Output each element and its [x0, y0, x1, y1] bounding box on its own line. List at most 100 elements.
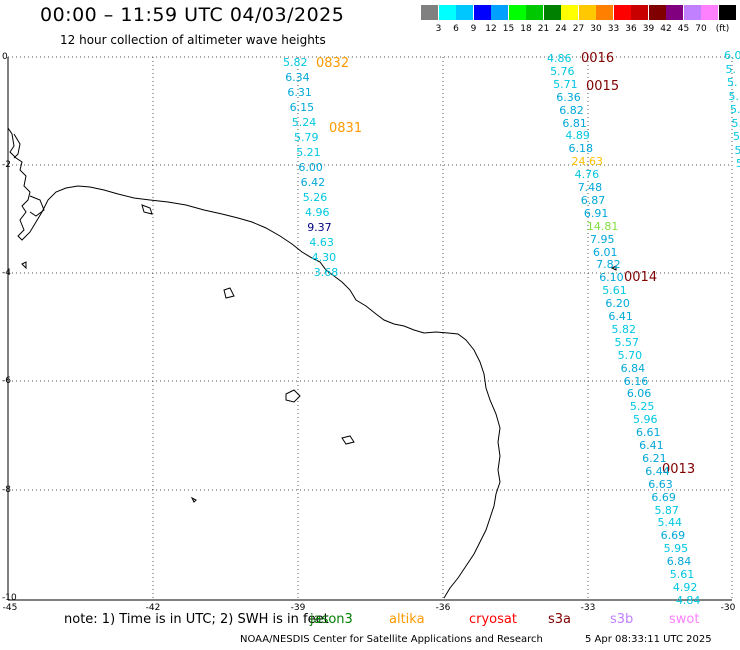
swh-label-east-track: 5.71 — [553, 77, 578, 91]
swh-label-east-track: 6.21 — [642, 451, 667, 465]
swh-label-edge-track: 5. — [725, 62, 737, 76]
swh-label-edge-track: 6.0 — [724, 49, 740, 62]
lat-tick-m2: -2 — [2, 160, 11, 170]
swh-label-edge-track: 5. — [731, 116, 740, 130]
lat-tick-m8: -8 — [2, 485, 11, 495]
legend-label: 6 — [453, 24, 459, 34]
legend-label: 24 — [555, 24, 567, 34]
swh-label-edge-track: 5. — [728, 89, 740, 103]
swh-label-east-track: 4.92 — [672, 580, 698, 594]
swh-label-edge-track: 5. — [734, 143, 740, 157]
legend-swatch — [631, 5, 648, 20]
swh-label-east-track: 6.84 — [620, 361, 646, 375]
swh-label-east-track: 6.36 — [556, 90, 581, 104]
legend-swatch — [666, 5, 683, 20]
swh-label-east-track: 6.41 — [608, 310, 633, 323]
legend-label: 39 — [642, 24, 655, 34]
legend-label: 42 — [660, 24, 672, 34]
lon-tick-m45: -45 — [2, 603, 18, 613]
legend-label: 33 — [607, 24, 620, 34]
satellite-s3b: s3b — [610, 612, 634, 627]
legend-swatch — [701, 5, 718, 20]
legend-swatch — [456, 5, 473, 20]
swh-label-east-track: 7.82 — [596, 258, 621, 272]
lon-tick-m30: -30 — [720, 603, 736, 613]
legend-swatch — [438, 5, 456, 20]
swh-label-west-track: 9.37 — [307, 221, 332, 234]
swh-label-west-track: 4.63 — [309, 236, 334, 249]
swh-label-west-track: 3.68 — [313, 266, 339, 279]
lat-tick-0: 0 — [2, 52, 8, 62]
swh-label-east-track: 5.76 — [550, 64, 575, 78]
pass-time-label: 0015 — [586, 79, 620, 94]
swh-label-west-track: 6.15 — [289, 101, 315, 114]
swh-label-east-track: 5.95 — [663, 542, 689, 556]
satellite-jason3: jason3 — [310, 612, 353, 627]
swh-label-east-track: 6.69 — [651, 490, 676, 504]
swh-label-east-track: 6.18 — [568, 142, 593, 156]
map-title: 00:00 – 11:59 UTC 04/03/2025 — [40, 4, 345, 26]
legend-swatch — [596, 5, 613, 20]
legend-label: 3 — [435, 24, 442, 34]
wave-height-legend: 3 6 9 12 15 18 21 24 27 30 33 36 39 42 45 70 (ft) — [421, 5, 737, 39]
swh-label-east-track: 7.95 — [589, 232, 615, 246]
legend-swatch — [543, 5, 561, 20]
legend-label: 45 — [677, 24, 690, 34]
swh-label-east-track: 6.69 — [660, 529, 686, 543]
satellite-s3a: s3a — [548, 612, 572, 627]
swh-label-east-track: 6.44 — [645, 464, 670, 478]
legend-label: 18 — [520, 24, 532, 34]
swh-label-east-track: 4.84 — [675, 593, 701, 607]
pass-time-label: 0014 — [624, 270, 658, 285]
swh-label-east-track: 6.16 — [623, 374, 649, 388]
lon-tick-m42: -42 — [145, 603, 161, 613]
swh-label-east-track: 14.81 — [586, 219, 619, 233]
swh-label-west-track: 4.30 — [311, 251, 337, 264]
swh-label-east-track: 5.57 — [614, 335, 640, 349]
legend-label: 30 — [590, 24, 602, 34]
lon-tick-m33: -33 — [580, 603, 596, 613]
swh-label-east-track: 6.87 — [580, 193, 606, 207]
legend-label: 36 — [625, 24, 637, 34]
legend-swatch — [718, 5, 736, 20]
swh-label-east-track: 7.48 — [577, 181, 603, 194]
legend-label: 15 — [502, 24, 515, 34]
map-frame — [7, 57, 732, 601]
grid-lines — [8, 56, 733, 600]
swh-label-east-track: 6.61 — [636, 426, 661, 440]
swh-label-east-track: 6.10 — [599, 271, 624, 285]
swh-label-edge-track: 5. — [730, 103, 740, 116]
swh-label-west-track: 5.26 — [302, 191, 328, 204]
swh-label-west-track: 5.82 — [283, 56, 308, 69]
legend-label: 70 — [695, 24, 707, 34]
legend-swatch — [613, 5, 631, 20]
swh-label-east-track: 4.86 — [547, 52, 572, 65]
pass-time-label: 0013 — [662, 462, 696, 477]
swh-label-west-track: 4.96 — [305, 206, 330, 219]
swh-label-west-track: 6.42 — [300, 176, 326, 189]
swh-label-west-track: 5.21 — [296, 146, 321, 159]
lon-tick-m36: -36 — [435, 603, 451, 613]
swh-label-west-track: 6.31 — [287, 86, 312, 99]
swh-label-east-track: 5.82 — [611, 322, 636, 336]
legend-label: (ft) — [715, 24, 730, 34]
satellite-altika: altika — [389, 612, 425, 627]
credit-line: NOAA/NESDIS Center for Satellite Applica… — [240, 634, 543, 645]
legend-swatch — [561, 5, 578, 20]
swh-label-east-track: 5.61 — [669, 568, 695, 581]
legend-label: 27 — [572, 24, 585, 34]
swh-label-east-track: 6.84 — [666, 555, 692, 569]
pass-time-label: 0832 — [316, 56, 350, 71]
legend-swatch — [473, 5, 491, 20]
legend-swatch — [421, 5, 438, 20]
lon-tick-m39: -39 — [290, 603, 306, 613]
footer-note: note: 1) Time is in UTC; 2) SWH is in fe… — [64, 612, 329, 627]
coastline — [7, 127, 617, 599]
generated-timestamp: 5 Apr 08:33:11 UTC 2025 — [585, 634, 712, 645]
lat-tick-m6: -6 — [2, 376, 11, 386]
swh-label-west-track: 6.34 — [285, 71, 310, 84]
lat-tick-m10: -10 — [2, 593, 17, 603]
swh-label-east-track: 6.63 — [648, 477, 673, 491]
swh-label-west-track: 5.79 — [294, 131, 319, 144]
